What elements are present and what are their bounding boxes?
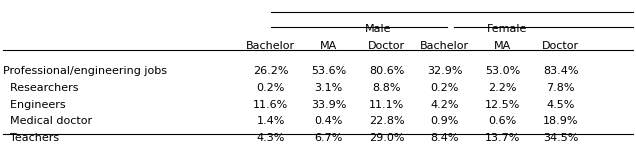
- Text: 12.5%: 12.5%: [485, 100, 520, 110]
- Text: Engineers: Engineers: [3, 100, 66, 110]
- Text: Bachelor: Bachelor: [246, 41, 295, 51]
- Text: Medical doctor: Medical doctor: [3, 116, 92, 126]
- Text: 22.8%: 22.8%: [369, 116, 404, 126]
- Text: 26.2%: 26.2%: [253, 66, 289, 76]
- Text: 4.3%: 4.3%: [256, 133, 285, 143]
- Text: 4.5%: 4.5%: [546, 100, 575, 110]
- Text: 3.1%: 3.1%: [315, 84, 343, 94]
- Text: 0.9%: 0.9%: [431, 116, 459, 126]
- Text: 6.7%: 6.7%: [315, 133, 343, 143]
- Text: 7.8%: 7.8%: [546, 84, 575, 94]
- Text: MA: MA: [320, 41, 337, 51]
- Text: 8.4%: 8.4%: [431, 133, 459, 143]
- Text: 83.4%: 83.4%: [543, 66, 579, 76]
- Text: Male: Male: [364, 24, 391, 34]
- Text: 1.4%: 1.4%: [256, 116, 285, 126]
- Text: 53.0%: 53.0%: [485, 66, 520, 76]
- Text: 0.2%: 0.2%: [256, 84, 285, 94]
- Text: Doctor: Doctor: [368, 41, 405, 51]
- Text: 80.6%: 80.6%: [369, 66, 404, 76]
- Text: 53.6%: 53.6%: [311, 66, 347, 76]
- Text: Professional/engineering jobs: Professional/engineering jobs: [3, 66, 167, 76]
- Text: MA: MA: [494, 41, 511, 51]
- Text: 8.8%: 8.8%: [373, 84, 401, 94]
- Text: Teachers: Teachers: [3, 133, 59, 143]
- Text: 29.0%: 29.0%: [369, 133, 404, 143]
- Text: 34.5%: 34.5%: [543, 133, 578, 143]
- Text: 32.9%: 32.9%: [427, 66, 462, 76]
- Text: Bachelor: Bachelor: [420, 41, 469, 51]
- Text: 11.1%: 11.1%: [369, 100, 404, 110]
- Text: 13.7%: 13.7%: [485, 133, 520, 143]
- Text: 4.2%: 4.2%: [431, 100, 459, 110]
- Text: 0.2%: 0.2%: [431, 84, 459, 94]
- Text: 0.6%: 0.6%: [488, 116, 517, 126]
- Text: 18.9%: 18.9%: [543, 116, 579, 126]
- Text: 0.4%: 0.4%: [315, 116, 343, 126]
- Text: 33.9%: 33.9%: [311, 100, 347, 110]
- Text: Researchers: Researchers: [3, 84, 78, 94]
- Text: Female: Female: [487, 24, 527, 34]
- Text: Doctor: Doctor: [542, 41, 579, 51]
- Text: 2.2%: 2.2%: [488, 84, 517, 94]
- Text: 11.6%: 11.6%: [253, 100, 288, 110]
